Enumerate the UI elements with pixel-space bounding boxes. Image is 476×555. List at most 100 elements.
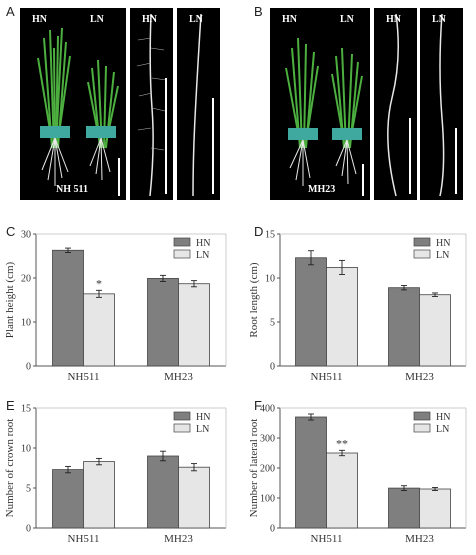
root-label-hn: HN: [386, 14, 401, 25]
scale-bar: [409, 118, 411, 194]
photo-nh511-plants: HN LN NH 511: [20, 8, 126, 200]
bar: [147, 455, 179, 529]
plants-illustration: [285, 37, 363, 186]
root-illustration: [192, 13, 202, 197]
scale-bar: [212, 98, 214, 194]
photo-nh511-root-hn: HN: [130, 8, 173, 200]
legend-label: HN: [436, 238, 450, 249]
significance-label: *: [96, 276, 102, 290]
bar: [295, 416, 327, 529]
x-tick-label: MH23: [164, 533, 193, 545]
bar: [419, 294, 451, 367]
legend-swatch: [413, 411, 431, 421]
root-illustration: [136, 13, 167, 197]
plants-illustration: [37, 27, 119, 186]
y-tick-label: 10: [21, 444, 31, 455]
legend-swatch: [413, 249, 431, 259]
panel-label-e: E: [6, 398, 15, 413]
photo-label-hn: HN: [282, 14, 297, 25]
photo-mh23-plants: HN LN MH23: [270, 8, 370, 200]
photo-label-variety: MH23: [308, 184, 336, 195]
y-tick-label: 5: [26, 484, 31, 495]
panel-label-c: C: [6, 224, 16, 239]
root-label-hn: HN: [142, 14, 157, 25]
y-tick-label: 0: [26, 362, 31, 373]
legend-label: HN: [436, 412, 450, 423]
bar: [178, 283, 210, 367]
y-tick-label: 0: [26, 524, 31, 535]
bar: [326, 452, 358, 529]
bar: [52, 249, 84, 367]
chart-e: 0 5 10 15 Number of crown root NH511 MH23 HN LN: [0, 396, 238, 550]
legend-label: LN: [436, 250, 449, 261]
x-tick-label: NH511: [311, 371, 343, 383]
y-tick-label: 20: [21, 274, 31, 285]
bar: [178, 466, 210, 529]
root-label-ln: LN: [189, 14, 203, 25]
scale-bar: [165, 78, 167, 194]
legend-swatch: [173, 249, 191, 259]
y-tick-label: 10: [265, 274, 275, 285]
legend-swatch: [173, 237, 191, 247]
photo-label-variety: NH 511: [56, 184, 88, 195]
scale-bar: [455, 128, 457, 194]
x-tick-label: NH511: [68, 371, 100, 383]
root-illustration: [387, 13, 399, 197]
legend-swatch: [173, 423, 191, 433]
photo-mh23-root-hn: HN: [374, 8, 417, 200]
y-tick-label: 100: [260, 494, 275, 505]
x-tick-label: NH511: [68, 533, 100, 545]
panel-label-d: D: [254, 224, 264, 239]
photo-mh23-root-ln: LN: [420, 8, 463, 200]
legend-label: LN: [196, 250, 209, 261]
legend-label: HN: [196, 412, 210, 423]
root-illustration: [439, 13, 445, 197]
x-tick-label: NH511: [311, 533, 343, 545]
legend-swatch: [413, 237, 431, 247]
bar: [295, 257, 327, 367]
legend-swatch: [413, 423, 431, 433]
bar: [388, 287, 420, 367]
x-tick-label: MH23: [164, 371, 193, 383]
legend-swatch: [173, 411, 191, 421]
bar: [388, 487, 420, 529]
y-axis-label: Number of lateral root: [248, 419, 260, 518]
bar: [83, 293, 115, 367]
chart-d: 0 5 10 15 Root length (cm) NH511 MH23 HN LN: [244, 222, 476, 390]
x-tick-label: MH23: [405, 371, 434, 383]
y-tick-label: 400: [260, 404, 275, 415]
y-tick-label: 10: [21, 318, 31, 329]
panel-label-f: F: [254, 398, 262, 413]
scale-bar: [118, 158, 120, 196]
y-tick-label: 30: [21, 230, 31, 241]
bar: [52, 469, 84, 529]
photo-nh511-root-ln: LN: [177, 8, 220, 200]
bar: [83, 461, 115, 529]
significance-label: **: [336, 436, 348, 450]
legend-label: LN: [196, 424, 209, 435]
y-tick-label: 200: [260, 464, 275, 475]
scale-bar: [362, 164, 364, 196]
bar: [147, 278, 179, 367]
y-tick-label: 0: [270, 362, 275, 373]
y-tick-label: 15: [21, 404, 31, 415]
y-axis-label: Plant height (cm): [4, 261, 16, 338]
bar: [326, 267, 358, 367]
bar: [419, 488, 451, 529]
chart-c: 0 10 20 30 Plant height (cm) * NH511 MH23 HN LN: [0, 222, 238, 390]
legend-label: HN: [196, 238, 210, 249]
root-label-ln: LN: [432, 14, 446, 25]
y-tick-label: 5: [270, 318, 275, 329]
y-axis-label: Number of crown root: [4, 419, 16, 518]
photo-label-ln: LN: [90, 14, 104, 25]
panel-label-b: B: [254, 4, 263, 19]
y-tick-label: 300: [260, 434, 275, 445]
panel-label-a: A: [6, 4, 15, 19]
y-axis-label: Root length (cm): [248, 262, 260, 337]
y-tick-label: 0: [270, 524, 275, 535]
y-tick-label: 15: [265, 230, 275, 241]
photo-label-ln: LN: [340, 14, 354, 25]
legend-label: LN: [436, 424, 449, 435]
photo-label-hn: HN: [32, 14, 47, 25]
